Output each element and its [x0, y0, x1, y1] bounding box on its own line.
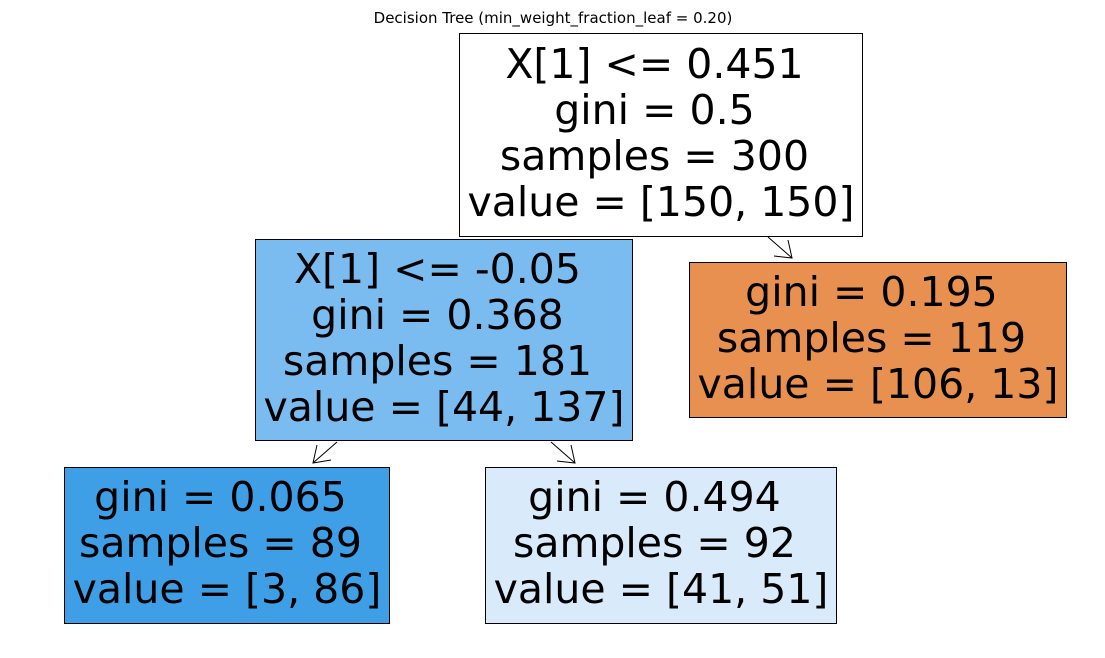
node-line: X[1] <= -0.05 — [294, 245, 581, 293]
node-line: samples = 181 — [283, 337, 592, 385]
node-line: value = [44, 137] — [264, 383, 625, 431]
edges — [312, 236, 793, 464]
node-line: gini = 0.195 — [745, 268, 998, 316]
svg-text:gini = 0.494 samples = 9: gini = 0.494 samples = 92 value = [41, 5… — [494, 473, 829, 613]
tree-node-left-left: gini = 0.065 samples = 89 value = [3, 86… — [64, 467, 390, 624]
node-line: value = [3, 86] — [73, 565, 382, 613]
node-box-left — [255, 239, 633, 441]
node-box-right — [689, 262, 1067, 418]
svg-text:gini = 0.065 samples = 8: gini = 0.065 samples = 89 value = [3, 86… — [73, 473, 382, 613]
node-box-left-left — [64, 467, 390, 624]
node-line: gini = 0.368 — [311, 291, 564, 339]
node-box-root — [459, 33, 863, 237]
tree-node-right: gini = 0.195 samples = 119 value = [106,… — [689, 262, 1067, 418]
node-line: value = [41, 51] — [494, 565, 829, 613]
tree-node-root: X[1] <= 0.451 gini = 0.5 samples = 300 v… — [459, 33, 863, 237]
node-line: gini = 0.5 — [554, 86, 754, 134]
node-line: samples = 119 — [717, 314, 1026, 362]
node-line: samples = 300 — [500, 132, 809, 180]
node-line: samples = 92 — [513, 519, 796, 567]
node-line: gini = 0.494 — [528, 473, 781, 521]
svg-text:X[1] <= -0.05 gini = 0.3: X[1] <= -0.05 gini = 0.368 samples = 181… — [264, 245, 625, 431]
node-line: X[1] <= 0.451 — [505, 40, 803, 88]
tree-node-left: X[1] <= -0.05 gini = 0.368 samples = 181… — [255, 239, 633, 441]
edge-left-to-left-right — [550, 441, 576, 464]
diagram-title: Decision Tree (min_weight_fraction_leaf … — [374, 9, 733, 28]
node-line: gini = 0.065 — [94, 473, 347, 521]
node-line: samples = 89 — [79, 519, 362, 567]
edge-left-to-left-left — [312, 441, 338, 464]
svg-text:X[1] <= 0.451 gini = 0.5: X[1] <= 0.451 gini = 0.5 samples = 300 v… — [468, 40, 855, 226]
edge-root-to-right — [767, 236, 793, 259]
node-box-left-right — [485, 467, 837, 624]
node-line: value = [106, 13] — [698, 360, 1059, 408]
svg-text:gini = 0.195 samples = 1: gini = 0.195 samples = 119 value = [106,… — [698, 268, 1059, 408]
tree-node-left-right: gini = 0.494 samples = 92 value = [41, 5… — [485, 467, 837, 624]
node-line: value = [150, 150] — [468, 178, 855, 226]
